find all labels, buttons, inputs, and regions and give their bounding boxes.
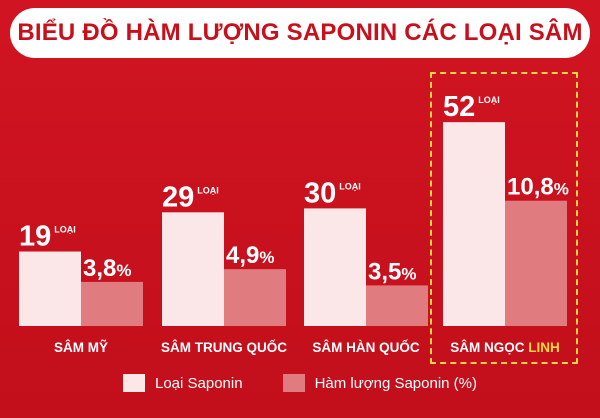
bar-saponin-content xyxy=(505,200,567,326)
legend: Loại Saponin Hàm lượng Saponin (%) xyxy=(0,372,600,394)
bar-saponin-content xyxy=(81,281,143,326)
category-label: SÂM TRUNG QUỐC xyxy=(161,340,287,355)
data-label-saponin-types: 52 LOẠI xyxy=(443,91,500,123)
bar-saponin-types xyxy=(162,212,224,326)
chart-title: BIỂU ĐỒ HÀM LƯỢNG SAPONIN CÁC LOẠI SÂM xyxy=(17,19,583,46)
highlight-frame xyxy=(430,72,578,364)
legend-swatch-saponin-content xyxy=(282,374,305,392)
legend-item-saponin-types: Loại Saponin xyxy=(122,374,243,392)
data-label-saponin-types: 30 LOẠI xyxy=(304,177,361,209)
legend-label-saponin-types: Loại Saponin xyxy=(154,374,243,392)
bar-saponin-types xyxy=(443,122,505,326)
data-label-saponin-types: 19 LOẠI xyxy=(19,221,76,253)
data-label-saponin-types: 29 LOẠI xyxy=(162,181,219,213)
legend-label-saponin-content: Hàm lượng Saponin (%) xyxy=(314,374,478,392)
category-label: SÂM HÀN QUỐC xyxy=(312,340,419,355)
category-label: SÂM NGỌC LINH xyxy=(450,340,560,355)
category-label: SÂM MỸ xyxy=(54,340,108,355)
bar-saponin-content xyxy=(366,285,428,326)
bar-saponin-content xyxy=(224,269,286,326)
legend-item-saponin-content: Hàm lượng Saponin (%) xyxy=(282,374,478,392)
data-label-saponin-content: 3,5% xyxy=(368,258,417,285)
data-label-saponin-content: 10,8% xyxy=(507,174,569,201)
legend-swatch-saponin-types xyxy=(122,374,145,392)
data-label-saponin-content: 3,8% xyxy=(83,255,132,282)
title-banner: BIỂU ĐỒ HÀM LƯỢNG SAPONIN CÁC LOẠI SÂM xyxy=(10,8,590,58)
data-label-saponin-content: 4,9% xyxy=(226,242,275,269)
bar-saponin-types xyxy=(304,208,366,326)
bar-saponin-types xyxy=(19,251,81,326)
